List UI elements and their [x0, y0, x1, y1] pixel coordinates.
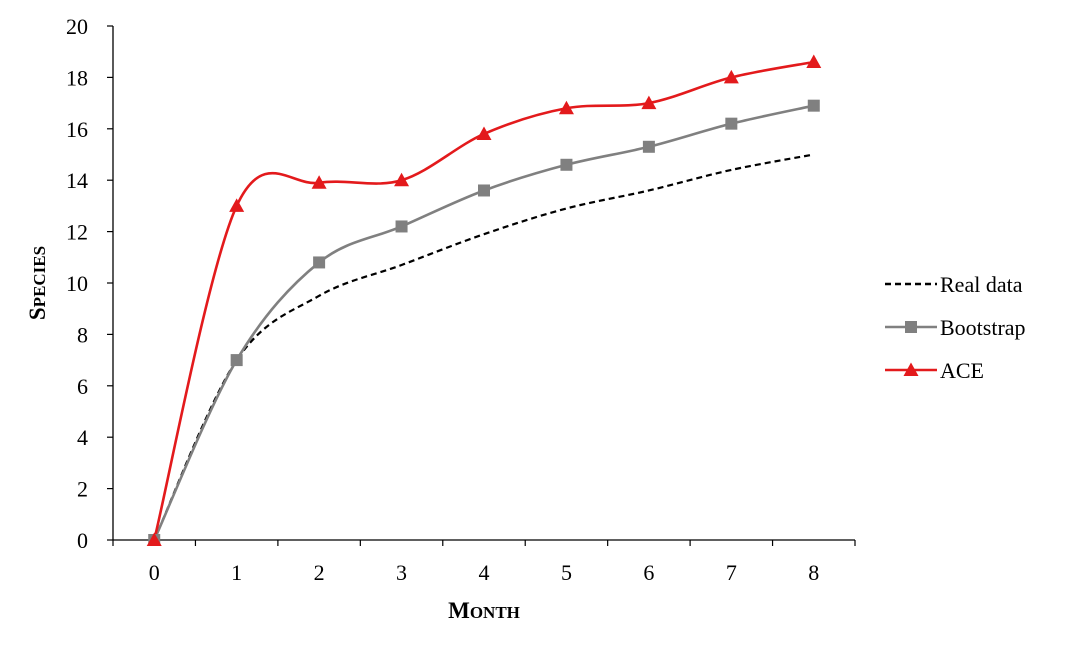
legend-label-real-data: Real data	[940, 272, 1023, 297]
series-line-bootstrap	[153, 104, 815, 541]
y-tick-label: 10	[66, 271, 88, 296]
series-markers	[146, 54, 822, 546]
y-axis-title-rest: PECIES	[30, 246, 49, 307]
data-point-ace	[558, 100, 574, 115]
data-point-bootstrap	[395, 220, 408, 233]
data-point-ace	[146, 532, 162, 546]
y-tick-label: 14	[66, 168, 88, 193]
data-point-bootstrap	[807, 99, 820, 112]
x-tick-label: 3	[396, 560, 407, 585]
series-line-real-data	[153, 153, 814, 541]
data-point-bootstrap	[642, 140, 655, 153]
legend-item-ace: ACE	[885, 358, 984, 383]
legend-swatch-bootstrap	[885, 321, 937, 333]
y-tick-label: 12	[66, 220, 88, 245]
data-point-ace	[394, 172, 410, 187]
x-tick-label: 1	[231, 560, 242, 585]
series-line-ace	[152, 60, 815, 541]
legend-item-real-data: Real data	[885, 272, 1023, 297]
x-tick-label: 8	[808, 560, 819, 585]
data-point-bootstrap	[313, 256, 326, 269]
data-point-bootstrap	[478, 184, 490, 197]
legend-marker-bootstrap	[905, 321, 917, 333]
y-tick-label: 4	[77, 425, 88, 450]
data-point-bootstrap	[230, 354, 243, 367]
legend: Real data Bootstrap ACE	[885, 272, 1026, 383]
data-point-bootstrap	[560, 158, 573, 171]
data-point-bootstrap	[725, 117, 738, 130]
legend-marker-ace	[903, 362, 919, 376]
legend-label-ace: ACE	[940, 358, 984, 383]
y-tick-label: 8	[77, 322, 88, 347]
y-tick-label: 18	[66, 65, 88, 90]
y-axis-title: SPECIES	[25, 246, 50, 320]
x-tick-label: 5	[561, 560, 572, 585]
data-point-ace	[311, 175, 327, 189]
x-tick-label: 2	[314, 560, 325, 585]
data-point-ace	[229, 198, 245, 212]
x-axis-title-rest: ONTH	[470, 603, 520, 622]
axes	[107, 25, 856, 546]
y-axis-title-cap: S	[25, 307, 50, 320]
legend-swatch-ace	[885, 362, 937, 376]
x-tick-label: 6	[643, 560, 654, 585]
y-tick-label: 16	[66, 117, 88, 142]
legend-label-bootstrap: Bootstrap	[940, 315, 1026, 340]
y-tick-label: 2	[77, 477, 88, 502]
legend-item-bootstrap: Bootstrap	[885, 315, 1026, 340]
y-tick-label: 6	[77, 374, 88, 399]
y-tick-label: 0	[77, 528, 88, 553]
y-tick-label: 20	[66, 14, 88, 39]
x-axis-title-cap: M	[448, 598, 470, 623]
data-point-ace	[476, 126, 492, 140]
x-axis-title: MONTH	[448, 598, 520, 623]
data-point-ace	[723, 69, 739, 84]
data-point-ace	[641, 95, 657, 110]
x-tick-label: 4	[479, 560, 490, 585]
data-point-ace	[806, 54, 822, 68]
x-tick-label: 7	[726, 560, 737, 585]
x-tick-label: 0	[149, 560, 160, 585]
